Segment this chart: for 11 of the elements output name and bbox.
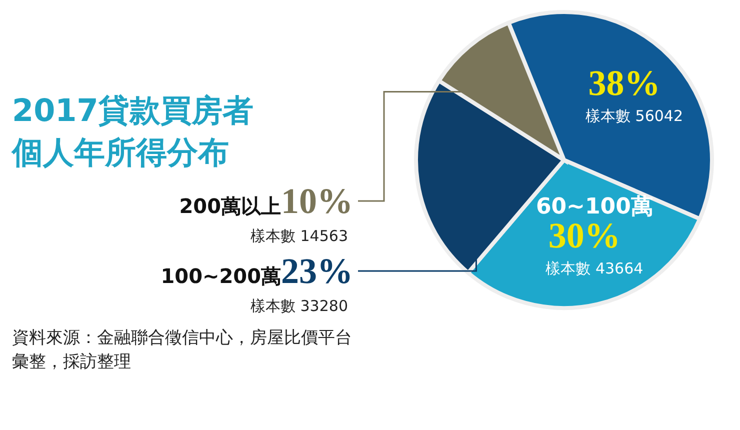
data-label: 10% (281, 181, 353, 221)
text: 樣本數 56042 (586, 107, 684, 126)
text: 2017貸款買房者個人年所得分布 (12, 92, 254, 173)
data-label: 38% (588, 63, 660, 104)
source-note: 資料來源：金融聯合徵信中心，房屋比價平台彙整，採訪整理 (12, 327, 353, 374)
slice-label: 200萬以上 (179, 194, 281, 218)
slice-label: 100~200萬 (160, 264, 281, 288)
text: 樣本數 43664 (546, 259, 644, 278)
text: 樣本數 14563 (250, 227, 348, 245)
data-label: 23% (281, 251, 353, 291)
text: 樣本數 33280 (250, 297, 348, 315)
